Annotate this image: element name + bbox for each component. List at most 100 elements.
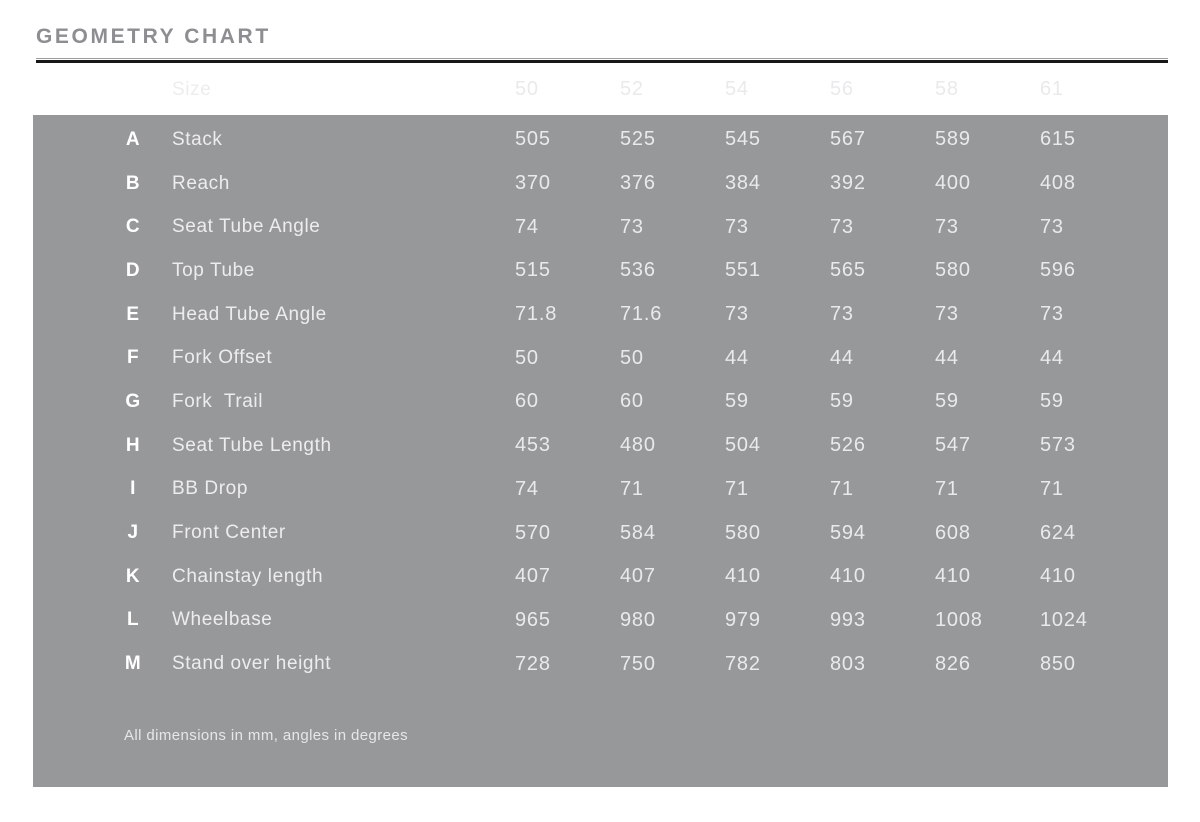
row-value: 453 [515, 434, 551, 457]
row-label: Fork Trail [172, 390, 264, 412]
row-value: 370 [515, 172, 551, 195]
row-value: 73 [935, 303, 959, 326]
row-value: 71 [620, 477, 644, 500]
row-value: 73 [935, 215, 959, 238]
row-value: 573 [1040, 434, 1076, 457]
row-value: 803 [830, 652, 866, 675]
row-value: 596 [1040, 259, 1076, 282]
row-value: 504 [725, 434, 761, 457]
row-value: 400 [935, 172, 971, 195]
row-value: 1024 [1040, 608, 1088, 631]
row-value: 44 [1040, 346, 1064, 369]
row-label: Stand over height [172, 653, 332, 675]
row-letter: K [125, 565, 141, 587]
row-value: 410 [935, 565, 971, 588]
row-label: Front Center [172, 522, 286, 544]
row-label: Reach [172, 172, 230, 194]
row-value: 826 [935, 652, 971, 675]
row-value: 71 [725, 477, 749, 500]
row-label: Stack [172, 128, 223, 150]
row-value: 850 [1040, 652, 1076, 675]
row-value: 580 [725, 521, 761, 544]
row-label: Chainstay length [172, 565, 324, 587]
table-row: M Stand over height 728 750 782 803 826 … [33, 642, 1168, 686]
row-value: 547 [935, 434, 971, 457]
row-value: 728 [515, 652, 551, 675]
geometry-table-panel: A Stack 505 525 545 567 589 615 B Reach … [33, 115, 1168, 787]
row-letter: I [130, 478, 136, 500]
table-row: C Seat Tube Angle 74 73 73 73 73 73 [33, 205, 1168, 249]
row-value: 410 [725, 565, 761, 588]
row-letter: J [127, 522, 139, 544]
row-value: 60 [515, 390, 539, 413]
row-label: Wheelbase [172, 609, 273, 631]
row-value: 71 [935, 477, 959, 500]
table-row: F Fork Offset 50 50 44 44 44 44 [33, 336, 1168, 380]
title-divider [36, 58, 1168, 63]
row-value: 376 [620, 172, 656, 195]
row-letter: F [126, 347, 140, 369]
row-value: 536 [620, 259, 656, 282]
table-row: H Seat Tube Length 453 480 504 526 547 5… [33, 424, 1168, 468]
row-value: 60 [620, 390, 644, 413]
table-row: A Stack 505 525 545 567 589 615 [33, 118, 1168, 162]
row-value: 407 [515, 565, 551, 588]
table-row: G Fork Trail 60 60 59 59 59 59 [33, 380, 1168, 424]
size-column-header: 61 [1040, 78, 1064, 100]
row-value: 44 [935, 346, 959, 369]
row-letter: H [125, 434, 141, 456]
row-value: 59 [725, 390, 749, 413]
row-value: 750 [620, 652, 656, 675]
row-value: 570 [515, 521, 551, 544]
row-value: 384 [725, 172, 761, 195]
table-row: K Chainstay length 407 407 410 410 410 4… [33, 555, 1168, 599]
row-value: 44 [725, 346, 749, 369]
row-label: BB Drop [172, 478, 249, 500]
size-column-header: 50 [515, 78, 539, 100]
table-body: A Stack 505 525 545 567 589 615 B Reach … [33, 115, 1168, 686]
row-value: 410 [1040, 565, 1076, 588]
table-row: L Wheelbase 965 980 979 993 1008 1024 [33, 599, 1168, 643]
row-value: 980 [620, 608, 656, 631]
row-value: 545 [725, 128, 761, 151]
table-row: D Top Tube 515 536 551 565 580 596 [33, 249, 1168, 293]
row-value: 71 [1040, 477, 1064, 500]
row-value: 71 [830, 477, 854, 500]
row-value: 407 [620, 565, 656, 588]
row-value: 965 [515, 608, 551, 631]
row-value: 525 [620, 128, 656, 151]
row-value: 73 [725, 303, 749, 326]
row-value: 73 [1040, 303, 1064, 326]
row-value: 480 [620, 434, 656, 457]
row-value: 410 [830, 565, 866, 588]
row-label: Seat Tube Length [172, 434, 332, 456]
row-value: 580 [935, 259, 971, 282]
row-value: 515 [515, 259, 551, 282]
row-value: 782 [725, 652, 761, 675]
row-value: 74 [515, 477, 539, 500]
row-value: 1008 [935, 608, 983, 631]
units-footnote: All dimensions in mm, angles in degrees [124, 727, 409, 744]
table-header-row: Size 50 52 54 56 58 61 [33, 64, 1168, 115]
row-value: 59 [935, 390, 959, 413]
row-value: 73 [725, 215, 749, 238]
row-label: Head Tube Angle [172, 303, 327, 325]
row-label: Seat Tube Angle [172, 216, 321, 238]
row-value: 59 [1040, 390, 1064, 413]
row-letter: C [125, 216, 141, 238]
row-value: 408 [1040, 172, 1076, 195]
row-label: Top Tube [172, 259, 255, 281]
size-column-header: 54 [725, 78, 749, 100]
table-row: I BB Drop 74 71 71 71 71 71 [33, 468, 1168, 512]
row-letter: D [125, 259, 141, 281]
row-value: 73 [1040, 215, 1064, 238]
divider-dark-line [36, 60, 1168, 63]
row-value: 979 [725, 608, 761, 631]
row-value: 392 [830, 172, 866, 195]
size-column-header: 52 [620, 78, 644, 100]
row-letter: B [125, 172, 141, 194]
row-letter: E [126, 303, 140, 325]
row-value: 44 [830, 346, 854, 369]
page-title: GEOMETRY CHART [36, 25, 271, 48]
row-value: 73 [620, 215, 644, 238]
